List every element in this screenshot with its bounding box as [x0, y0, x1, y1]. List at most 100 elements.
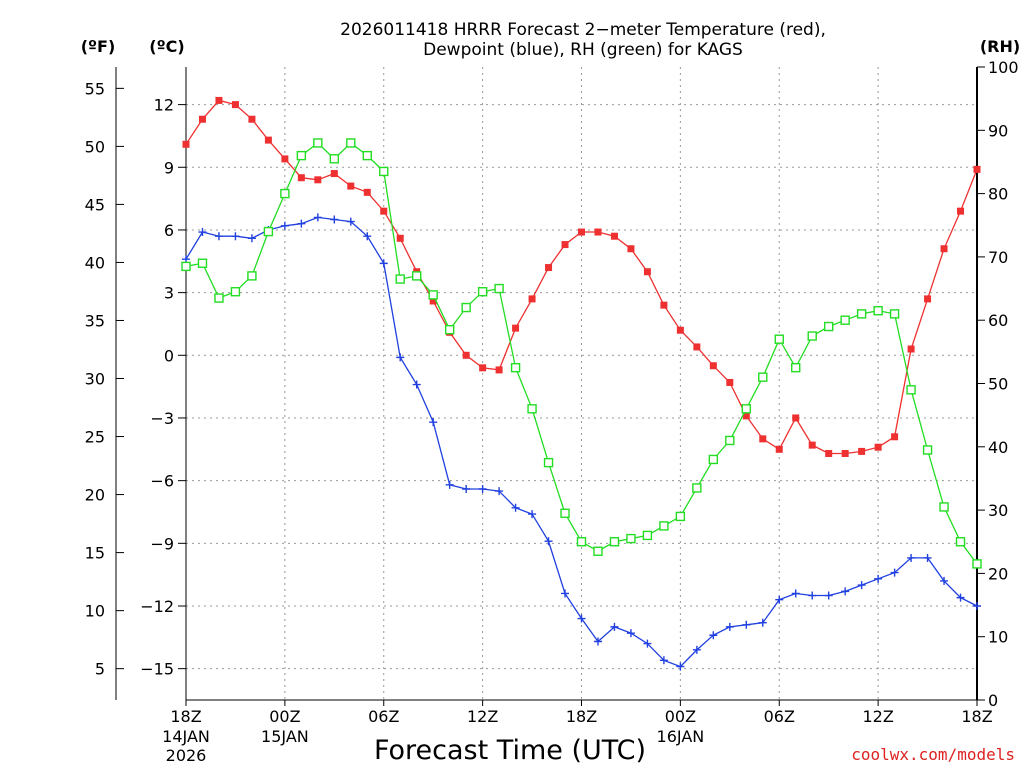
- rh-point-25: [593, 546, 603, 556]
- dewpoint-point-1: [198, 228, 207, 237]
- fahrenheit-tick-label-3: 40: [85, 253, 105, 272]
- rh-point-1: [197, 258, 208, 268]
- rh-point-40: [840, 315, 850, 325]
- dewpoint-point-45: [923, 553, 932, 562]
- dewpoint-point-30: [676, 662, 685, 671]
- 2-meter-temperature-point-23: [561, 241, 569, 249]
- dewpoint-point-35: [758, 618, 767, 627]
- fahrenheit-tick-label-8: 15: [85, 544, 105, 563]
- dewpoint-point-37: [791, 589, 800, 598]
- dewpoint-point-28: [643, 639, 652, 648]
- 2-meter-temperature-point-11: [363, 188, 371, 196]
- rh-point-22: [543, 457, 554, 468]
- dewpoint-point-41: [857, 581, 866, 590]
- time-tick-label-0: 18Z: [170, 707, 201, 726]
- dewpoint-point-36: [775, 595, 784, 604]
- celsius-tick-label-2: 6: [164, 221, 174, 240]
- grid-lines: [186, 67, 977, 700]
- dewpoint-point-40: [841, 587, 850, 596]
- 2-meter-temperature-point-6: [281, 155, 289, 163]
- rh-tick-label-1: 90: [988, 121, 1008, 140]
- rh-point-15: [428, 290, 438, 300]
- rh-point-45: [922, 445, 933, 455]
- fahrenheit-tick-label-7: 20: [85, 486, 105, 505]
- dewpoint-point-42: [874, 574, 883, 583]
- 2-meter-temperature-point-46: [940, 245, 948, 253]
- celsius-tick-label-6: −6: [150, 472, 174, 491]
- axes: [115, 67, 978, 701]
- rh-point-38: [807, 331, 817, 341]
- rh-point-47: [955, 537, 966, 547]
- 2-meter-temperature-point-42: [874, 443, 882, 451]
- celsius-tick-label-5: −3: [150, 409, 174, 428]
- rh-point-7: [296, 150, 307, 161]
- dewpoint-point-21: [528, 510, 537, 519]
- rh-point-39: [823, 321, 834, 332]
- rh-point-30: [675, 511, 686, 522]
- dewpoint-series: [182, 213, 981, 671]
- 2-meter-temperature-point-20: [512, 324, 520, 332]
- 2-meter-temperature-point-28: [643, 268, 651, 276]
- 2-meter-temperature-point-5: [264, 136, 272, 144]
- fahrenheit-tick-label-10: 5: [95, 660, 105, 679]
- dewpoint-point-15: [429, 418, 438, 427]
- rh-point-12: [379, 166, 389, 177]
- x-axis-title: Forecast Time (UTC): [374, 735, 646, 766]
- dewpoint-point-29: [659, 656, 668, 665]
- dewpoint-point-46: [940, 576, 949, 585]
- rh-point-35: [758, 372, 768, 382]
- rh-point-9: [329, 154, 340, 164]
- 2-meter-temperature-point-35: [759, 435, 767, 443]
- time-tick-label-7: 12Z: [862, 707, 893, 726]
- dewpoint-point-13: [396, 353, 405, 362]
- rh-point-3: [230, 287, 241, 297]
- celsius-tick-label-9: −15: [140, 660, 174, 679]
- fahrenheit-unit-label: (ºF): [81, 37, 116, 56]
- rh-point-44: [906, 385, 916, 395]
- 2-meter-temperature-point-32: [709, 362, 717, 370]
- 2-meter-temperature-point-26: [610, 232, 618, 240]
- series-layer: [181, 96, 982, 671]
- 2-meter-temperature-point-15: [429, 297, 437, 305]
- 2-meter-temperature-point-24: [578, 228, 585, 236]
- 2-meter-temperature-point-3: [231, 101, 239, 109]
- dewpoint-point-8: [313, 213, 322, 222]
- rh-series: [181, 138, 982, 569]
- rh-point-27: [626, 533, 636, 544]
- fahrenheit-tick-label-6: 25: [85, 428, 105, 447]
- dewpoint-point-22: [544, 537, 553, 546]
- rh-point-26: [609, 537, 620, 547]
- 2-meter-temperature-point-21: [528, 295, 536, 303]
- dewpoint-point-32: [709, 631, 718, 640]
- celsius-unit-label: (ºC): [149, 37, 184, 56]
- rh-point-14: [412, 271, 422, 281]
- time-tick-date-0: 14JAN: [162, 727, 210, 746]
- 2-meter-temperature-point-7: [297, 174, 305, 182]
- dewpoint-point-10: [346, 217, 355, 226]
- time-tick-year-0: 2026: [166, 746, 207, 765]
- rh-point-23: [560, 508, 570, 518]
- 2-meter-temperature-point-44: [907, 345, 915, 353]
- rh-point-2: [214, 293, 224, 303]
- dewpoint-point-23: [561, 589, 570, 598]
- dewpoint-point-12: [379, 259, 388, 268]
- 2-meter-temperature-point-36: [775, 445, 783, 453]
- 2-meter-temperature-point-18: [479, 364, 487, 372]
- rh-tick-label-2: 80: [988, 185, 1008, 204]
- dewpoint-point-3: [231, 232, 240, 241]
- rh-point-34: [741, 404, 751, 414]
- celsius-axis: 12 9 6 3 0 −3 −6 −9 −12 −15: [140, 96, 186, 679]
- 2-meter-temperature-point-45: [924, 295, 932, 303]
- dewpoint-point-24: [577, 614, 586, 623]
- fahrenheit-tick-label-0: 55: [85, 79, 105, 98]
- 2-meter-temperature-series: [182, 96, 981, 457]
- time-tick-label-6: 06Z: [764, 707, 795, 726]
- 2-meter-temperature-point-0: [182, 140, 190, 148]
- 2-meter-temperature-point-29: [660, 301, 668, 309]
- fahrenheit-tick-label-9: 10: [85, 602, 105, 621]
- rh-point-43: [889, 309, 900, 319]
- 2-meter-temperature-point-39: [825, 449, 833, 457]
- 2-meter-temperature-point-43: [891, 433, 899, 441]
- fahrenheit-axis: 55 50 45 40 35 30 25 20 15 10 5: [85, 79, 124, 679]
